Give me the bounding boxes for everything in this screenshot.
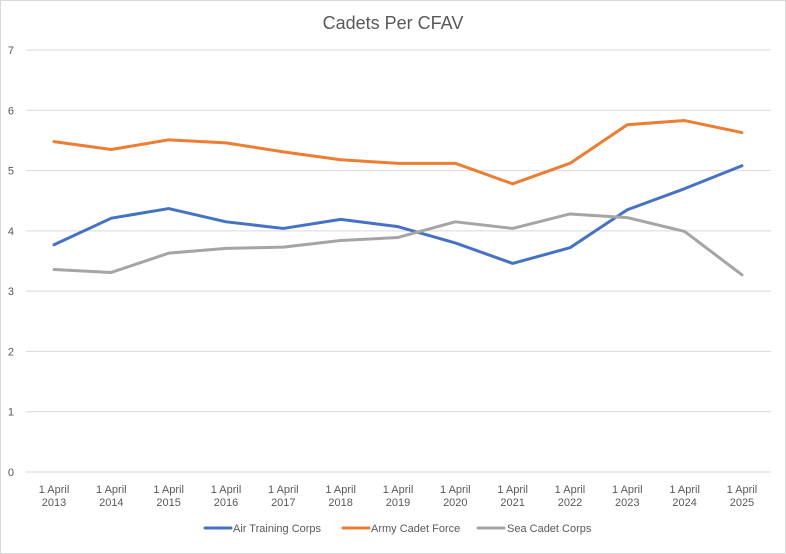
x-tick-label: 1 April 2017 xyxy=(268,484,299,509)
x-tick-label-line: 2019 xyxy=(386,497,410,509)
x-tick-label-line: 1 April xyxy=(325,484,356,496)
x-tick-label-line: 1 April xyxy=(153,484,184,496)
legend-label-0: Air Training Corps xyxy=(233,523,322,535)
x-tick-label: 1 April 2015 xyxy=(153,484,184,509)
x-tick-label-line: 2015 xyxy=(156,497,180,509)
x-tick-label-line: 2025 xyxy=(730,497,754,509)
x-tick-label-line: 1 April xyxy=(727,484,758,496)
x-tick-label: 1 April 2020 xyxy=(440,484,471,509)
legend-label-1: Army Cadet Force xyxy=(371,523,460,535)
x-tick-label: 1 April 2023 xyxy=(612,484,643,509)
series-lines xyxy=(52,119,744,277)
x-tick-label: 1 April 2024 xyxy=(669,484,700,509)
series-line-2 xyxy=(52,212,744,277)
y-tick-label: 4 xyxy=(8,226,14,238)
y-tick-label: 5 xyxy=(8,166,14,178)
x-tick-label: 1 April 2016 xyxy=(211,484,242,509)
chart-title: Cadets Per CFAV xyxy=(323,13,464,33)
x-tick-label-line: 1 April xyxy=(211,484,242,496)
x-tick-label-line: 2016 xyxy=(214,497,238,509)
y-axis: 0 1 2 3 4 5 6 7 xyxy=(8,45,14,479)
series-line-0 xyxy=(52,164,744,265)
x-tick-label-line: 2021 xyxy=(500,497,524,509)
x-tick-label-line: 2017 xyxy=(271,497,295,509)
y-tick-label: 7 xyxy=(8,45,14,57)
x-tick-label: 1 April 2018 xyxy=(325,484,356,509)
x-tick-label: 1 April 2013 xyxy=(39,484,70,509)
x-tick-label: 1 April 2019 xyxy=(383,484,414,509)
legend: Air Training Corps Army Cadet Force Sea Ca… xyxy=(203,523,592,535)
x-tick-label: 1 April 2025 xyxy=(727,484,758,509)
grid-lines xyxy=(26,49,771,473)
x-tick-label-line: 1 April xyxy=(612,484,643,496)
x-tick-label-line: 1 April xyxy=(440,484,471,496)
y-tick-label: 0 xyxy=(8,467,14,479)
x-tick-label-line: 2022 xyxy=(558,497,582,509)
x-tick-label-line: 2013 xyxy=(42,497,66,509)
y-tick-label: 1 xyxy=(8,407,14,419)
x-tick-label: 1 April 2021 xyxy=(497,484,528,509)
x-tick-label-line: 2020 xyxy=(443,497,467,509)
x-tick-label-line: 1 April xyxy=(96,484,127,496)
x-tick-label: 1 April 2014 xyxy=(96,484,127,509)
y-tick-label: 3 xyxy=(8,286,14,298)
x-tick-label-line: 2023 xyxy=(615,497,639,509)
x-tick-label-line: 1 April xyxy=(555,484,586,496)
x-tick-label-line: 2018 xyxy=(328,497,352,509)
x-tick-label-line: 1 April xyxy=(39,484,70,496)
series-line-1 xyxy=(52,119,744,186)
y-tick-label: 2 xyxy=(8,346,14,358)
x-tick-label: 1 April 2022 xyxy=(555,484,586,509)
x-tick-label-line: 1 April xyxy=(268,484,299,496)
legend-label-2: Sea Cadet Corps xyxy=(507,523,592,535)
x-tick-label-line: 2014 xyxy=(99,497,123,509)
x-tick-label-line: 2024 xyxy=(672,497,696,509)
x-tick-label-line: 1 April xyxy=(497,484,528,496)
y-tick-label: 6 xyxy=(8,105,14,117)
x-tick-label-line: 1 April xyxy=(669,484,700,496)
x-tick-label-line: 1 April xyxy=(383,484,414,496)
